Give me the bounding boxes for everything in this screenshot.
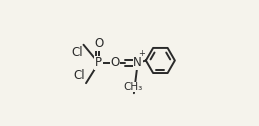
Text: +: + [138, 49, 145, 58]
Text: P: P [95, 56, 102, 70]
Text: O: O [110, 56, 120, 70]
Text: Cl: Cl [71, 46, 83, 59]
Text: O: O [94, 37, 103, 50]
Text: Cl: Cl [74, 69, 85, 82]
Text: CH₃: CH₃ [124, 82, 143, 92]
Text: N: N [133, 56, 142, 70]
